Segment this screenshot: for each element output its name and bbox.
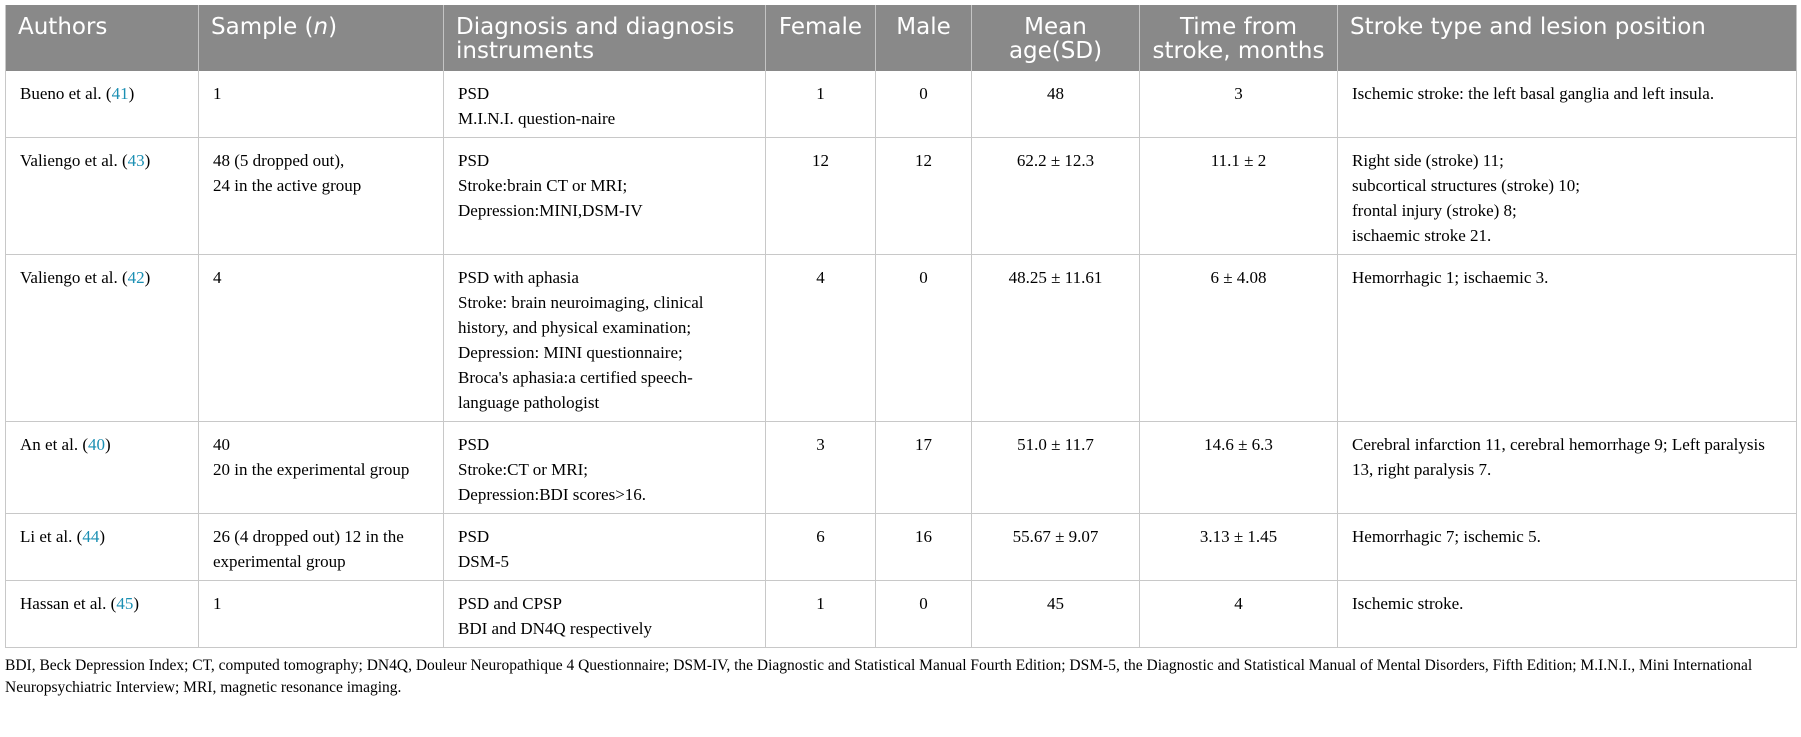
header-mean-age: Mean age(SD) xyxy=(971,5,1140,71)
reference-link[interactable]: 40 xyxy=(87,435,105,454)
table-row: Bueno et al. (41) 1 PSD M.I.N.I. questio… xyxy=(5,71,1797,138)
header-time-from-stroke: Time from stroke, months xyxy=(1139,5,1338,71)
cell-diagnosis: PSD with aphasia Stroke: brain neuroimag… xyxy=(443,254,766,422)
table-row: Li et al. (44) 26 (4 dropped out) 12 in … xyxy=(5,513,1797,581)
cell-author: An et al. (40) xyxy=(5,421,199,514)
cell-author: Li et al. (44) xyxy=(5,513,199,581)
reference-link[interactable]: 44 xyxy=(82,527,100,546)
reference-link[interactable]: 43 xyxy=(127,151,145,170)
cell-time-from-stroke: 14.6 ± 6.3 xyxy=(1139,421,1338,514)
cell-female: 3 xyxy=(765,421,876,514)
cell-female: 12 xyxy=(765,137,876,255)
cell-author: Valiengo et al. (42) xyxy=(5,254,199,422)
cell-sample: 1 xyxy=(198,71,444,138)
cell-stroke-type: Hemorrhagic 7; ischemic 5. xyxy=(1337,513,1797,581)
cell-sample: 26 (4 dropped out) 12 in the experimenta… xyxy=(198,513,444,581)
study-characteristics-table: Authors Sample (n) Diagnosis and diagnos… xyxy=(5,5,1797,648)
cell-female: 6 xyxy=(765,513,876,581)
cell-sample: 40 20 in the experimental group xyxy=(198,421,444,514)
cell-female: 1 xyxy=(765,71,876,138)
cell-diagnosis: PSD DSM-5 xyxy=(443,513,766,581)
cell-diagnosis: PSD Stroke:brain CT or MRI; Depression:M… xyxy=(443,137,766,255)
cell-male: 16 xyxy=(875,513,972,581)
header-sample: Sample (n) xyxy=(198,5,444,71)
table-row: Valiengo et al. (42) 4 PSD with aphasia … xyxy=(5,254,1797,422)
cell-mean-age: 62.2 ± 12.3 xyxy=(971,137,1140,255)
cell-female: 1 xyxy=(765,580,876,648)
cell-sample: 1 xyxy=(198,580,444,648)
cell-sample: 4 xyxy=(198,254,444,422)
cell-diagnosis: PSD and CPSP BDI and DN4Q respectively xyxy=(443,580,766,648)
cell-diagnosis: PSD M.I.N.I. question-naire xyxy=(443,71,766,138)
cell-male: 0 xyxy=(875,580,972,648)
reference-link[interactable]: 41 xyxy=(111,84,129,103)
cell-stroke-type: Ischemic stroke. xyxy=(1337,580,1797,648)
table-container: Authors Sample (n) Diagnosis and diagnos… xyxy=(5,5,1797,699)
cell-time-from-stroke: 11.1 ± 2 xyxy=(1139,137,1338,255)
table-footnote: BDI, Beck Depression Index; CT, computed… xyxy=(5,657,1753,696)
table-row: Valiengo et al. (43) 48 (5 dropped out),… xyxy=(5,137,1797,255)
cell-mean-age: 45 xyxy=(971,580,1140,648)
cell-mean-age: 48 xyxy=(971,71,1140,138)
cell-female: 4 xyxy=(765,254,876,422)
cell-stroke-type: Right side (stroke) 11; subcortical stru… xyxy=(1337,137,1797,255)
cell-male: 0 xyxy=(875,254,972,422)
cell-stroke-type: Hemorrhagic 1; ischaemic 3. xyxy=(1337,254,1797,422)
header-female: Female xyxy=(765,5,876,71)
cell-author: Bueno et al. (41) xyxy=(5,71,199,138)
header-authors: Authors xyxy=(5,5,199,71)
cell-male: 0 xyxy=(875,71,972,138)
cell-author: Hassan et al. (45) xyxy=(5,580,199,648)
cell-time-from-stroke: 4 xyxy=(1139,580,1338,648)
header-diagnosis: Diagnosis and diagnosis instruments xyxy=(443,5,766,71)
cell-time-from-stroke: 3.13 ± 1.45 xyxy=(1139,513,1338,581)
cell-author: Valiengo et al. (43) xyxy=(5,137,199,255)
cell-mean-age: 48.25 ± 11.61 xyxy=(971,254,1140,422)
table-row: An et al. (40) 40 20 in the experimental… xyxy=(5,421,1797,514)
cell-time-from-stroke: 3 xyxy=(1139,71,1338,138)
cell-mean-age: 51.0 ± 11.7 xyxy=(971,421,1140,514)
cell-male: 17 xyxy=(875,421,972,514)
cell-stroke-type: Ischemic stroke: the left basal ganglia … xyxy=(1337,71,1797,138)
cell-mean-age: 55.67 ± 9.07 xyxy=(971,513,1140,581)
header-male: Male xyxy=(875,5,972,71)
cell-time-from-stroke: 6 ± 4.08 xyxy=(1139,254,1338,422)
reference-link[interactable]: 42 xyxy=(127,268,145,287)
cell-diagnosis: PSD Stroke:CT or MRI; Depression:BDI sco… xyxy=(443,421,766,514)
table-row: Hassan et al. (45) 1 PSD and CPSP BDI an… xyxy=(5,580,1797,648)
header-row: Authors Sample (n) Diagnosis and diagnos… xyxy=(5,5,1797,71)
header-stroke-type: Stroke type and lesion position xyxy=(1337,5,1797,71)
cell-sample: 48 (5 dropped out), 24 in the active gro… xyxy=(198,137,444,255)
cell-male: 12 xyxy=(875,137,972,255)
reference-link[interactable]: 45 xyxy=(116,594,134,613)
cell-stroke-type: Cerebral infarction 11, cerebral hemorrh… xyxy=(1337,421,1797,514)
